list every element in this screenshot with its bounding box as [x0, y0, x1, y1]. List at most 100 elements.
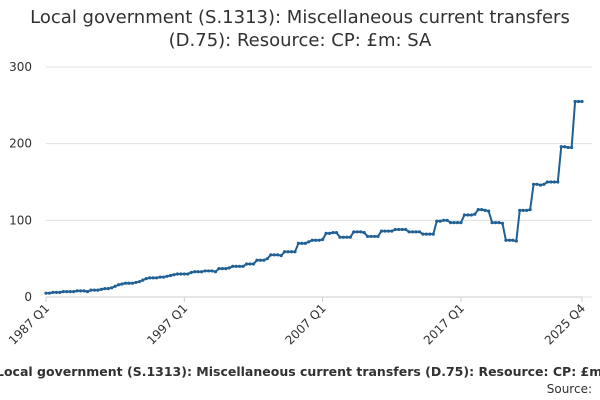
data-point[interactable] [110, 286, 114, 290]
data-point[interactable] [206, 269, 211, 273]
data-point[interactable] [182, 272, 186, 276]
data-point[interactable] [78, 289, 83, 293]
data-point[interactable] [525, 208, 529, 212]
data-point[interactable] [407, 230, 411, 234]
data-point[interactable] [127, 281, 131, 285]
data-point[interactable] [72, 290, 76, 294]
data-point[interactable] [144, 277, 148, 281]
data-point[interactable] [424, 232, 428, 236]
data-point[interactable] [452, 221, 456, 225]
data-point[interactable] [580, 99, 584, 104]
data-point[interactable] [203, 269, 207, 273]
data-point[interactable] [61, 290, 65, 294]
data-point[interactable] [151, 276, 155, 280]
data-point[interactable] [442, 218, 446, 222]
data-point[interactable] [89, 288, 93, 292]
data-point[interactable] [179, 272, 183, 276]
data-point[interactable] [476, 208, 480, 212]
data-point[interactable] [566, 145, 570, 150]
data-point[interactable] [376, 234, 380, 239]
data-point[interactable] [272, 253, 276, 257]
data-point[interactable] [82, 289, 86, 293]
data-point[interactable] [428, 232, 432, 236]
data-point[interactable] [462, 213, 467, 217]
data-point[interactable] [220, 267, 224, 271]
data-point[interactable] [283, 250, 287, 254]
data-point[interactable] [75, 289, 79, 293]
data-point[interactable] [276, 253, 280, 257]
data-point[interactable] [490, 221, 494, 225]
data-point[interactable] [54, 290, 58, 294]
data-point[interactable] [487, 209, 491, 213]
data-point[interactable] [514, 239, 518, 243]
data-point[interactable] [570, 145, 574, 150]
data-point[interactable] [327, 231, 332, 235]
data-point[interactable] [210, 269, 214, 273]
data-point[interactable] [123, 281, 128, 285]
data-point[interactable] [324, 231, 328, 235]
data-point[interactable] [345, 235, 349, 239]
data-point[interactable] [404, 227, 408, 232]
data-point[interactable] [238, 264, 242, 268]
data-point[interactable] [314, 238, 318, 242]
data-point[interactable] [161, 275, 166, 279]
data-point[interactable] [155, 276, 159, 280]
data-point[interactable] [497, 221, 501, 225]
data-point[interactable] [528, 208, 532, 212]
data-point[interactable] [518, 208, 522, 212]
data-point[interactable] [352, 230, 356, 234]
data-point[interactable] [175, 272, 180, 276]
data-point[interactable] [480, 208, 484, 212]
data-point[interactable] [483, 208, 487, 212]
data-point[interactable] [141, 278, 145, 282]
data-point[interactable] [96, 288, 100, 292]
data-point[interactable] [120, 282, 124, 286]
data-point[interactable] [300, 241, 304, 245]
data-point[interactable] [103, 286, 107, 291]
data-point[interactable] [421, 232, 425, 236]
data-point[interactable] [397, 227, 401, 232]
data-point[interactable] [241, 264, 245, 268]
data-point[interactable] [189, 270, 193, 275]
data-point[interactable] [224, 267, 228, 271]
data-point[interactable] [542, 182, 546, 186]
data-point[interactable] [248, 262, 252, 266]
data-point[interactable] [507, 238, 511, 242]
data-point[interactable] [334, 231, 339, 235]
data-point[interactable] [438, 219, 442, 223]
data-point[interactable] [165, 274, 169, 278]
data-point[interactable] [134, 280, 138, 285]
data-point[interactable] [251, 262, 256, 266]
data-point[interactable] [549, 180, 553, 184]
data-point[interactable] [417, 230, 422, 234]
data-point[interactable] [255, 258, 259, 262]
data-point[interactable] [321, 237, 325, 242]
data-point[interactable] [227, 266, 231, 270]
data-point[interactable] [563, 145, 567, 149]
data-point[interactable] [521, 208, 525, 212]
data-point[interactable] [99, 287, 103, 291]
data-point[interactable] [466, 213, 470, 217]
data-point[interactable] [393, 227, 397, 232]
data-point[interactable] [504, 238, 508, 242]
data-point[interactable] [379, 229, 384, 233]
data-point[interactable] [258, 258, 262, 262]
data-point[interactable] [65, 290, 69, 294]
data-point[interactable] [362, 231, 366, 235]
data-point[interactable] [317, 238, 321, 242]
data-point[interactable] [265, 257, 269, 261]
data-point[interactable] [414, 230, 418, 234]
data-point[interactable] [286, 250, 290, 254]
data-point[interactable] [92, 288, 97, 292]
data-point[interactable] [296, 241, 301, 245]
data-point[interactable] [531, 182, 536, 186]
data-point[interactable] [348, 235, 352, 239]
data-point[interactable] [186, 272, 190, 276]
data-point[interactable] [538, 183, 543, 187]
data-point[interactable] [310, 238, 314, 242]
data-point[interactable] [68, 290, 72, 294]
data-point[interactable] [117, 283, 121, 287]
data-point[interactable] [369, 234, 373, 239]
data-point[interactable] [410, 230, 415, 234]
data-point[interactable] [172, 273, 176, 277]
